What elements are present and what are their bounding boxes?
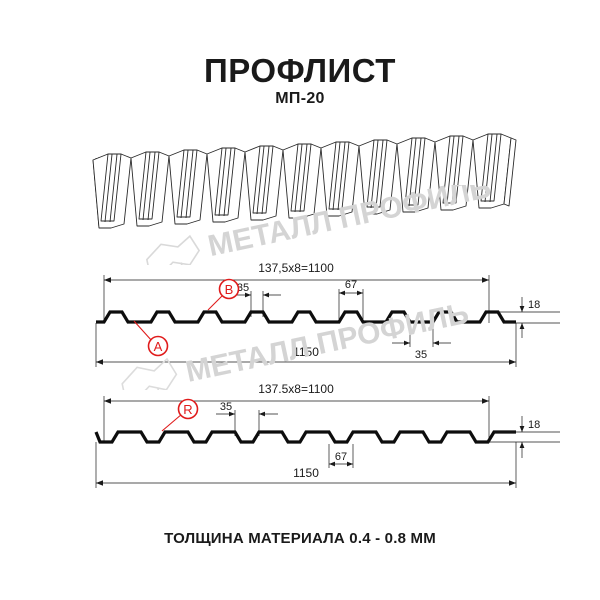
marker-b-label: B [225,282,234,297]
dim-rib-top-label: 35 [237,282,249,294]
dim-rib-top-label-2: 35 [220,401,232,413]
profile-top-view: 137,5x8=1100 35 67 [95,261,560,367]
marker-a: A [133,320,169,357]
watermark-bottom: МЕТАЛЛ ПРОФИЛЬ [121,300,472,390]
page-subtitle: МП-20 [275,90,325,107]
marker-r-label: R [183,402,192,417]
profile-bottom-section [94,430,516,444]
footer-text: ТОЛЩИНА МАТЕРИАЛА 0.4 - 0.8 ММ [164,530,436,547]
dim-bottom-span-bottom-label: 1150 [293,466,319,480]
dim-height-top-label: 18 [528,299,540,311]
page-title: ПРОФЛИСТ [204,52,396,89]
marker-b: B [207,278,240,311]
watermark-label-2: МЕТАЛЛ ПРОФИЛЬ [183,300,472,389]
dim-height-bottom-label: 18 [528,419,540,431]
dim-valley-label: 35 [415,349,427,361]
marker-a-label: A [154,339,163,354]
marker-r: R [161,398,199,432]
dim-top-span-label: 137,5x8=1100 [258,261,334,275]
watermark-top: МЕТАЛЛ ПРОФИЛЬ [145,185,494,265]
dim-bottom-span-top-label: 1150 [293,345,319,359]
profile-bottom-view: 137.5x8=1100 35 67 [94,382,560,488]
dim-rib-base-label: 67 [345,279,357,291]
watermark-label: МЕТАЛЛ ПРОФИЛЬ [205,185,494,263]
dim-top-span-label-2: 137.5x8=1100 [258,382,334,396]
dim-rib-base-label-2: 67 [335,451,347,463]
isometric-view [92,133,517,229]
profile-top-section [96,310,516,324]
